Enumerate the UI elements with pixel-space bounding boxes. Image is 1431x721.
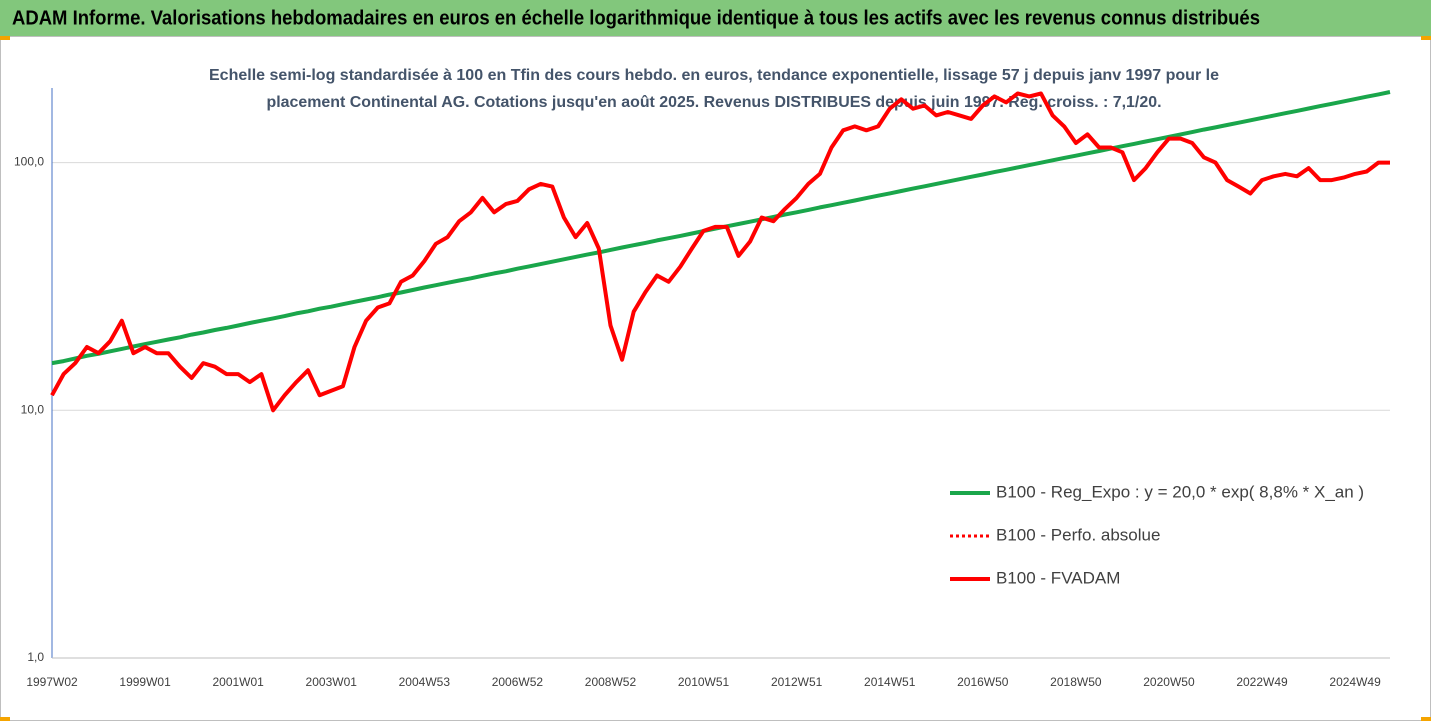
- chart-subtitle: placement Continental AG. Cotations jusq…: [267, 94, 1162, 111]
- corner-mark: [1421, 36, 1431, 40]
- x-tick-label: 2024W49: [1329, 675, 1381, 689]
- x-tick-label: 2020W50: [1143, 675, 1195, 689]
- series-line: [50, 91, 1390, 413]
- x-tick-label: 2018W50: [1050, 675, 1102, 689]
- legend-label: B100 - Reg_Expo : y = 20,0 * exp( 8,8% *…: [996, 482, 1364, 501]
- x-tick-label: 2001W01: [212, 675, 264, 689]
- title-bar: [0, 0, 1431, 36]
- x-tick-label: 2008W52: [585, 675, 637, 689]
- x-tick-label: 1999W01: [119, 675, 171, 689]
- x-tick-label: 1997W02: [26, 675, 78, 689]
- chart-frame: [0, 36, 1431, 721]
- corner-mark: [0, 36, 10, 40]
- x-tick-label: 2010W51: [678, 675, 730, 689]
- legend-label: B100 - FVADAM: [996, 568, 1120, 587]
- x-tick-label: 2022W49: [1236, 675, 1288, 689]
- y-tick-label: 1,0: [27, 650, 44, 664]
- y-tick-label: 100,0: [14, 155, 44, 169]
- chart-subtitle: Echelle semi-log standardisée à 100 en T…: [209, 67, 1219, 84]
- x-tick-label: 2014W51: [864, 675, 916, 689]
- corner-mark: [1421, 717, 1431, 721]
- y-tick-label: 10,0: [21, 402, 45, 416]
- x-tick-label: 2012W51: [771, 675, 823, 689]
- legend-label: B100 - Perfo. absolue: [996, 525, 1160, 544]
- corner-mark: [0, 717, 10, 721]
- chart-title: ADAM Informe. Valorisations hebdomadaire…: [12, 7, 1260, 29]
- x-tick-label: 2003W01: [306, 675, 358, 689]
- x-tick-label: 2006W52: [492, 675, 544, 689]
- x-tick-label: 2016W50: [957, 675, 1009, 689]
- x-tick-label: 2004W53: [399, 675, 451, 689]
